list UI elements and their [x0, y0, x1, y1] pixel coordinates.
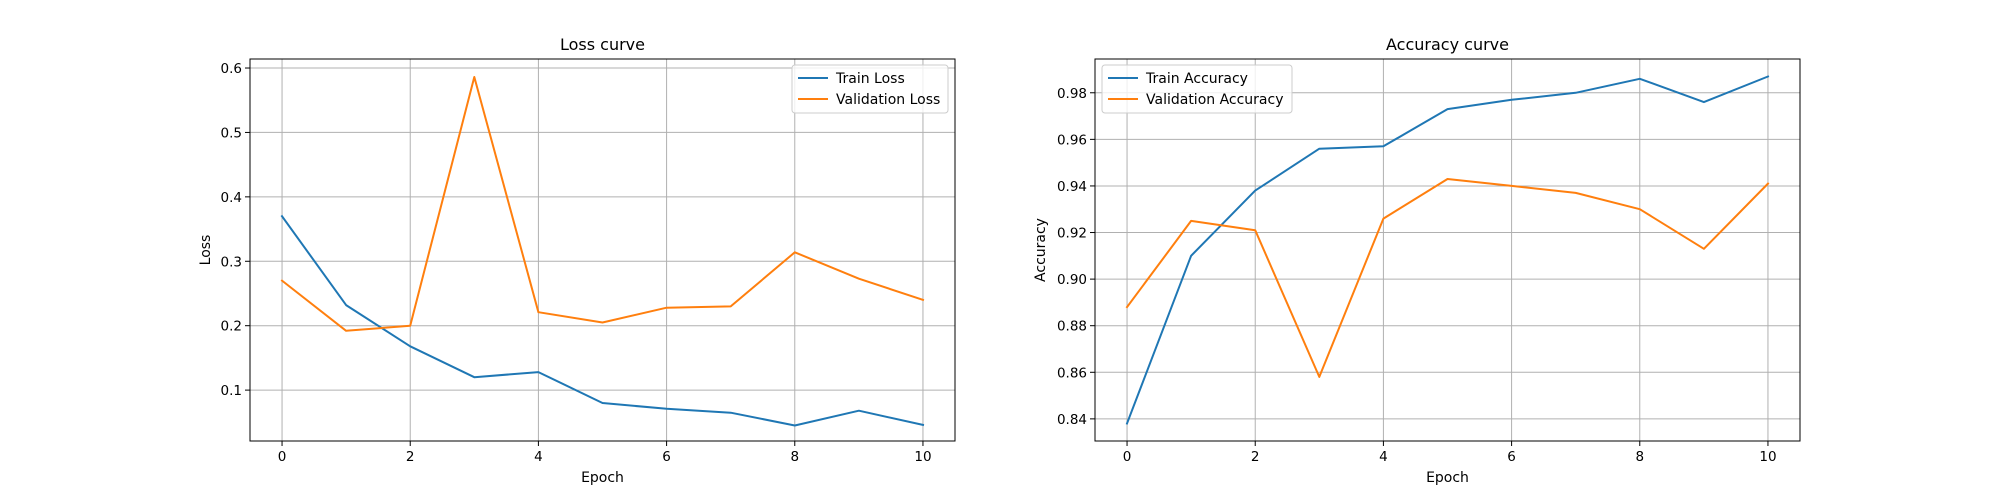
legend-label-train-loss: Train Loss	[835, 71, 905, 87]
loss-x-tick-label: 0	[278, 449, 287, 465]
loss-y-tick-label: 0.2	[221, 319, 242, 335]
legend-label-train-accuracy: Train Accuracy	[1145, 71, 1248, 87]
legend-label-validation-loss: Validation Loss	[836, 92, 940, 108]
accuracy-y-tick-label: 0.94	[1057, 179, 1087, 195]
series-line-validation-accuracy	[1125, 178, 1770, 378]
accuracy-plot-area	[1094, 58, 1801, 442]
accuracy-y-tick-label: 0.92	[1057, 226, 1087, 242]
accuracy-legend: Train Accuracy Validation Accuracy	[1101, 64, 1293, 114]
accuracy-y-tick-label: 0.96	[1057, 132, 1087, 148]
accuracy-y-tick-label: 0.86	[1057, 365, 1087, 381]
series-line-train-loss	[280, 214, 925, 427]
accuracy-x-axis-label: Epoch	[1426, 470, 1469, 486]
series-line-validation-loss	[280, 76, 925, 332]
accuracy-chart: 0 2 4 6 8 100.840.860.880.900.920.940.960.98 …	[1033, 35, 1801, 486]
accuracy-y-tick-label: 0.90	[1057, 272, 1087, 288]
accuracy-y-axis-label: Accuracy	[1033, 218, 1049, 282]
loss-x-tick-label: 2	[406, 449, 415, 465]
loss-x-tick-label: 6	[662, 449, 671, 465]
loss-chart: 0 2 4 6 8 10 0.1 0.2 0.3 0.4 0.5 0.6 Loss curve Epo…	[198, 35, 956, 486]
loss-x-axis-label: Epoch	[581, 470, 624, 486]
accuracy-y-tick-label: 0.98	[1057, 86, 1087, 102]
loss-plot-area	[249, 58, 956, 442]
series-line-train-accuracy	[1125, 75, 1770, 425]
accuracy-x-tick-label: 2	[1251, 449, 1260, 465]
loss-legend: Train Loss Validation Loss	[791, 64, 949, 114]
loss-x-tick-label: 4	[534, 449, 543, 465]
accuracy-x-tick-label: 4	[1379, 449, 1388, 465]
loss-y-tick-label: 0.5	[221, 125, 242, 141]
loss-chart-title: Loss curve	[560, 35, 645, 54]
accuracy-x-tick-label: 6	[1507, 449, 1516, 465]
legend-label-validation-accuracy: Validation Accuracy	[1146, 92, 1284, 108]
loss-y-tick-label: 0.3	[221, 254, 242, 270]
accuracy-y-tick-label: 0.88	[1057, 319, 1087, 335]
loss-y-tick-label: 0.1	[221, 383, 242, 399]
accuracy-x-tick-label: 10	[1759, 449, 1776, 465]
loss-x-tick-label: 8	[790, 449, 799, 465]
loss-y-tick-label: 0.6	[221, 61, 242, 77]
loss-y-tick-label: 0.4	[221, 190, 242, 206]
loss-x-tick-label: 10	[914, 449, 931, 465]
accuracy-chart-title: Accuracy curve	[1386, 35, 1509, 54]
accuracy-x-tick-label: 8	[1635, 449, 1644, 465]
accuracy-y-tick-label: 0.84	[1057, 412, 1087, 428]
loss-y-axis-label: Loss	[198, 235, 214, 266]
accuracy-x-tick-label: 0	[1123, 449, 1132, 465]
